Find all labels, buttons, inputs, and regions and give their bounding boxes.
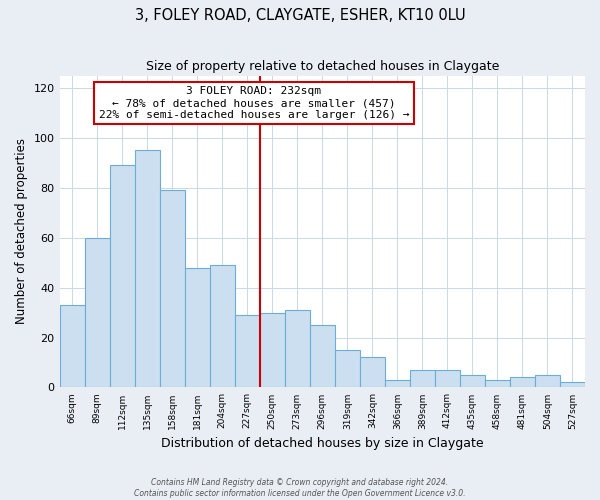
Title: Size of property relative to detached houses in Claygate: Size of property relative to detached ho… (146, 60, 499, 73)
Bar (560, 382, 585, 388)
Bar (460, 375, 485, 388)
Text: Contains HM Land Registry data © Crown copyright and database right 2024.
Contai: Contains HM Land Registry data © Crown c… (134, 478, 466, 498)
Bar (134, 150, 160, 388)
Bar (235, 315, 260, 388)
Bar (410, 370, 435, 388)
Bar (85, 238, 110, 388)
Bar (385, 380, 410, 388)
Text: 3 FOLEY ROAD: 232sqm
← 78% of detached houses are smaller (457)
22% of semi-deta: 3 FOLEY ROAD: 232sqm ← 78% of detached h… (99, 86, 409, 120)
Bar (160, 190, 185, 388)
Bar (260, 312, 285, 388)
Bar (185, 268, 209, 388)
X-axis label: Distribution of detached houses by size in Claygate: Distribution of detached houses by size … (161, 437, 484, 450)
Bar (110, 166, 134, 388)
Y-axis label: Number of detached properties: Number of detached properties (15, 138, 28, 324)
Bar (310, 325, 335, 388)
Bar (335, 350, 360, 388)
Bar (485, 380, 510, 388)
Bar (285, 310, 310, 388)
Text: 3, FOLEY ROAD, CLAYGATE, ESHER, KT10 0LU: 3, FOLEY ROAD, CLAYGATE, ESHER, KT10 0LU (134, 8, 466, 22)
Bar (360, 358, 385, 388)
Bar (59, 305, 85, 388)
Bar (510, 378, 535, 388)
Bar (535, 375, 560, 388)
Bar (435, 370, 460, 388)
Bar (209, 265, 235, 388)
